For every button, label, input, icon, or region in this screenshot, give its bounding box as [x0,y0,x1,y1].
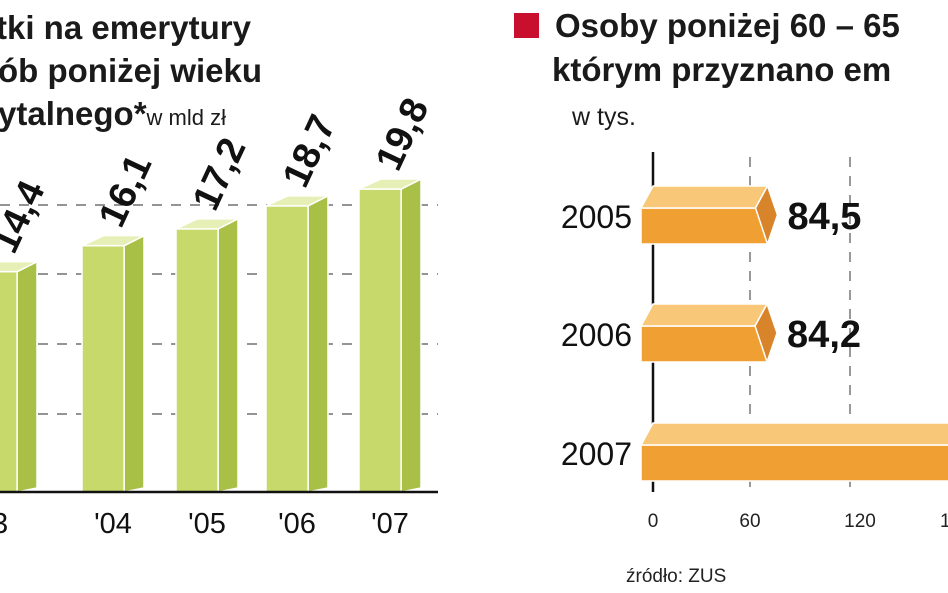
left-bar-side-0 [16,260,38,493]
left-bar-front-3 [265,205,309,493]
right-value-label-1: 84,2 [787,314,861,356]
right-bar-top-1 [639,303,769,327]
left-value-label-2: 17,2 [185,132,254,217]
right-bar-front-0 [640,207,769,245]
right-bar-end-1 [754,302,778,365]
left-title-line-3: ytalnego*w mld zł [0,94,226,138]
right-xtick-1: 60 [739,511,760,532]
right-bar-end-0 [754,184,779,247]
left-bar-top-2 [175,218,239,230]
left-bar-top-0 [0,260,38,273]
left-unit: w mld zł [146,105,226,130]
left-title-line-3-text: ytalnego* [0,95,147,132]
left-bar-front-0 [0,270,18,493]
right-value-label-0: 84,5 [787,196,861,238]
left-xtick-0: 03 [0,508,8,540]
left-xtick-1: '04 [94,508,132,540]
left-bar-side-4 [400,177,422,493]
left-bar-side-3 [307,194,329,493]
left-bar-front-1 [81,244,125,493]
right-xtick-3: 1 [940,511,948,532]
left-value-label-0: 14,4 [0,175,53,260]
right-bar-front-1 [640,325,768,363]
left-title-line-1: tki na emerytury [0,9,251,46]
right-bar-top-0 [639,185,769,209]
left-xtick-4: '07 [371,508,409,540]
left-bar-top-3 [265,195,329,207]
right-bar-top-2 [639,422,948,446]
left-xtick-2: '05 [188,508,226,540]
left-bar-front-4 [358,188,402,493]
right-title-line-1: Osoby poniżej 60 – 65 [555,7,900,44]
left-title-line-2: ób poniżej wieku [0,52,263,89]
left-xtick-3: '06 [278,508,316,540]
right-unit: w tys. [572,103,636,131]
source-note: źródło: ZUS [626,566,727,587]
left-value-label-3: 18,7 [275,109,344,194]
right-title-line-2: którym przyznano em [552,51,892,88]
left-bar-top-4 [358,178,422,190]
right-category-1: 2006 [561,317,632,353]
left-bar-side-1 [123,234,145,493]
left-bar-top-1 [81,234,145,247]
left-value-label-4: 19,8 [368,92,437,177]
right-xtick-0: 0 [648,511,659,532]
right-xtick-2: 120 [844,511,876,532]
left-value-label-1: 16,1 [91,149,160,234]
right-category-2: 2007 [561,436,632,472]
left-bar-side-2 [217,217,239,493]
right-bar-front-2 [640,444,948,482]
right-category-0: 2005 [561,199,632,235]
legend-marker [514,13,539,38]
left-bar-front-2 [175,228,219,493]
